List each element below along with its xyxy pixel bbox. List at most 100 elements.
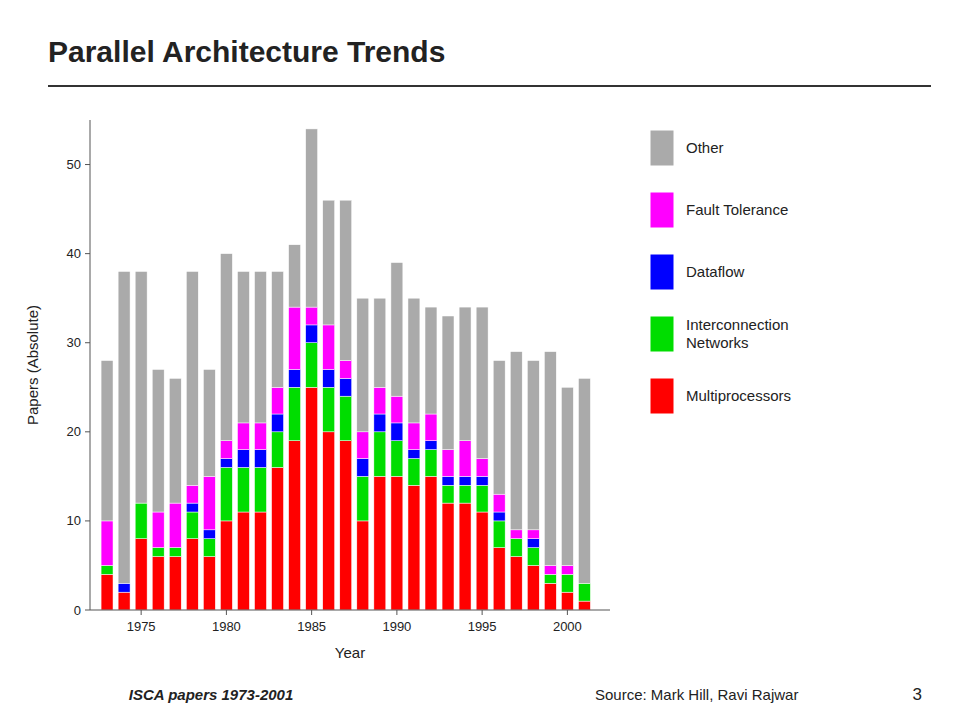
bar-segment: [255, 423, 267, 450]
bar-segment: [186, 503, 198, 512]
bar-segment: [220, 441, 232, 459]
bar-segment: [544, 574, 556, 583]
bar-segment: [442, 316, 454, 450]
bar-segment: [374, 414, 386, 432]
y-tick-label: 30: [67, 335, 81, 350]
legend-label: Dataflow: [686, 263, 745, 280]
bar-segment: [527, 548, 539, 566]
title-rule: [48, 85, 931, 87]
bar-segment: [476, 476, 488, 485]
bar-segment: [408, 450, 420, 459]
title: Parallel Architecture Trends: [48, 35, 445, 68]
bar-segment: [357, 432, 369, 459]
bar-segment: [306, 129, 318, 307]
bar-segment: [459, 307, 471, 441]
bar-segment: [237, 450, 249, 468]
bar-segment: [340, 396, 352, 441]
bar-segment: [459, 503, 471, 610]
x-tick: [396, 610, 397, 615]
y-tick: [85, 253, 90, 254]
legend: Other Fault Tolerance Dataflow Interconnect…: [650, 130, 791, 414]
legend-swatch: [650, 254, 674, 290]
bar-segment: [203, 476, 215, 529]
bar-segment: [357, 521, 369, 610]
bar-segment: [408, 459, 420, 486]
bar-segment: [323, 432, 335, 610]
bar-segment: [544, 352, 556, 566]
bar-segment: [272, 387, 284, 414]
legend-label: Multiprocessors: [686, 387, 791, 404]
bar-segment: [152, 548, 164, 557]
bar-segment: [169, 557, 181, 610]
bar-segment: [442, 450, 454, 477]
bar-segment: [527, 539, 539, 548]
x-tick-label: 1985: [297, 619, 326, 634]
bar-segment: [255, 271, 267, 422]
bar-segment: [135, 271, 147, 503]
bar-segment: [493, 361, 505, 495]
bar-segment: [493, 512, 505, 521]
bar-segment: [374, 298, 386, 387]
y-tick: [85, 342, 90, 343]
x-tick: [311, 610, 312, 615]
bar-segment: [169, 548, 181, 557]
bar-segment: [561, 387, 573, 565]
y-tick-label: 20: [67, 424, 81, 439]
bar-segment: [510, 557, 522, 610]
x-tick-label: 1975: [127, 619, 156, 634]
bar-segment: [237, 271, 249, 422]
bar-segment: [101, 521, 113, 566]
x-tick: [141, 610, 142, 615]
bar-segment: [101, 574, 113, 610]
bar-segment: [425, 441, 437, 450]
bar-segment: [459, 441, 471, 477]
legend-swatch: [650, 192, 674, 228]
bar-segment: [357, 476, 369, 521]
bar-segment: [306, 325, 318, 343]
bar-segment: [425, 414, 437, 441]
bar-segment: [220, 254, 232, 441]
bar-segment: [442, 485, 454, 503]
bar-segment: [374, 387, 386, 414]
legend-label: Fault Tolerance: [686, 201, 788, 218]
bar-segment: [237, 423, 249, 450]
bar-segment: [493, 548, 505, 610]
bar-segment: [544, 583, 556, 610]
bar-segment: [101, 565, 113, 574]
bar-segment: [220, 521, 232, 610]
bar-segment: [510, 539, 522, 557]
bar-segment: [169, 378, 181, 503]
bar-segment: [152, 369, 164, 512]
bar-segment: [527, 361, 539, 530]
axes: 19751980198519901995200001020304050: [67, 120, 610, 634]
bar-segment: [186, 539, 198, 610]
y-tick-label: 50: [67, 157, 81, 172]
bar-segment: [391, 423, 403, 441]
bar-segment: [118, 592, 130, 610]
bar-segment: [408, 485, 420, 610]
bar-segment: [425, 476, 437, 610]
subtitle: ISCA papers 1973-2001: [129, 686, 294, 703]
bar-segment: [272, 432, 284, 468]
bar-segment: [152, 557, 164, 610]
bar-segment: [272, 271, 284, 387]
bar-segment: [391, 441, 403, 477]
x-axis-line: [90, 610, 610, 611]
y-tick: [85, 431, 90, 432]
bar-segment: [374, 476, 386, 610]
bar-segment: [374, 432, 386, 477]
bar-segment: [203, 539, 215, 557]
legend-label: InterconnectionNetworks: [686, 316, 789, 351]
y-tick-label: 10: [67, 513, 81, 528]
x-tick-label: 1980: [212, 619, 241, 634]
bar-segment: [408, 423, 420, 450]
y-axis-line: [90, 120, 91, 610]
legend-swatch: [650, 130, 674, 166]
bar-segment: [152, 512, 164, 548]
bar-segment: [476, 459, 488, 477]
bar-segment: [340, 200, 352, 360]
bar-segment: [340, 378, 352, 396]
x-tick-label: 1990: [382, 619, 411, 634]
y-tick-label: 0: [74, 603, 81, 618]
legend-label: Other: [686, 139, 724, 156]
